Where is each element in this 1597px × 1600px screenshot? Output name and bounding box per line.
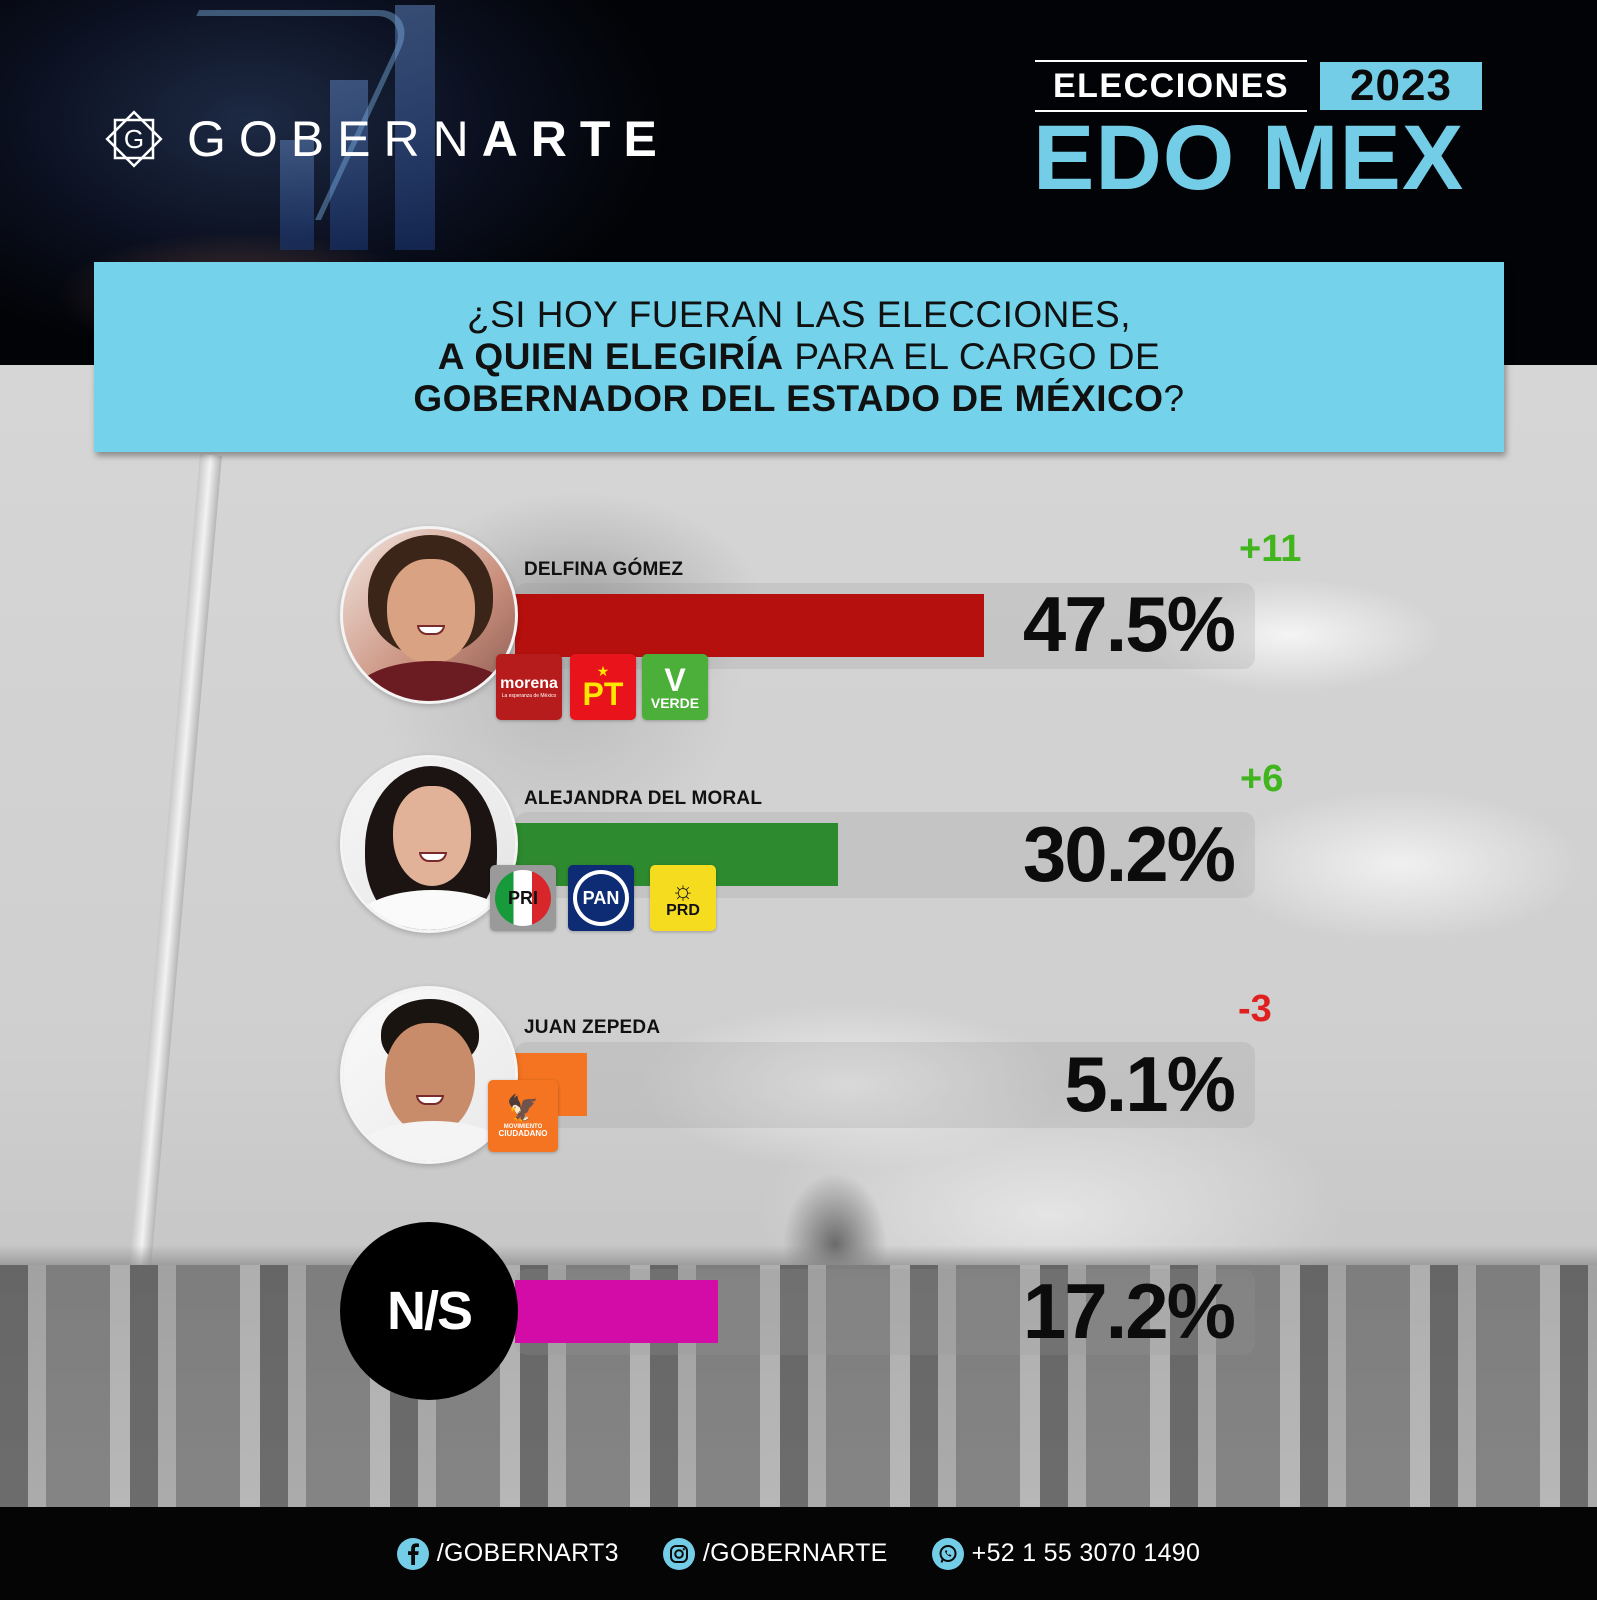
percentage-value: 47.5% bbox=[1022, 580, 1236, 668]
avatar-alejandra-del-moral bbox=[340, 755, 518, 933]
toucan-v-icon: V bbox=[664, 662, 686, 698]
question-line-2: A QUIEN ELEGIRÍA PARA EL CARGO DE bbox=[437, 336, 1161, 377]
question-line-3: GOBERNADOR DEL ESTADO DE MÉXICO? bbox=[413, 378, 1185, 419]
candidate-row: -3 JUAN ZEPEDA 5.1% 🦅 MOVIMIENTO CIUDADA… bbox=[0, 986, 1597, 1190]
whatsapp-link[interactable]: +52 1 55 3070 1490 bbox=[931, 1537, 1201, 1570]
party-logo-prd: ☼ PRD bbox=[650, 865, 716, 931]
gobernarte-logo-icon: G bbox=[103, 108, 165, 170]
whatsapp-number: +52 1 55 3070 1490 bbox=[971, 1539, 1201, 1567]
instagram-handle: /GOBERNARTE bbox=[702, 1539, 888, 1567]
sun-icon: ☼ bbox=[671, 875, 695, 905]
party-logo-pt: ★ PT bbox=[570, 654, 636, 720]
candidate-name: JUAN ZEPEDA bbox=[524, 1017, 661, 1038]
party-logo-verde: V VERDE bbox=[642, 654, 708, 720]
bar-track bbox=[515, 1042, 1255, 1128]
bar-delfina-gomez bbox=[515, 594, 984, 657]
brand-name: GOBERNARTE bbox=[187, 111, 670, 167]
instagram-link[interactable]: /GOBERNARTE bbox=[662, 1537, 888, 1570]
facebook-link[interactable]: /GOBERNART3 bbox=[396, 1537, 619, 1570]
region-title: EDO MEX bbox=[1033, 107, 1465, 209]
candidate-row: +6 ALEJANDRA DEL MORAL 30.2% PRI PAN ☼ P… bbox=[0, 755, 1597, 960]
candidate-row: +11 DELFINA GÓMEZ 47.5% morena La espera… bbox=[0, 526, 1597, 730]
change-badge: +11 bbox=[1239, 528, 1302, 570]
year-badge: 2023 bbox=[1320, 62, 1482, 110]
avatar-juan-zepeda bbox=[340, 986, 518, 1164]
footer: /GOBERNART3 /GOBERNARTE +52 1 55 3070 14… bbox=[0, 1507, 1597, 1600]
header-chart-image bbox=[180, 0, 480, 250]
facebook-icon bbox=[396, 1537, 429, 1570]
party-logo-pan: PAN bbox=[568, 865, 634, 931]
header: G GOBERNARTE ELECCIONES 2023 EDO MEX bbox=[0, 0, 1597, 365]
elecciones-label: ELECCIONES bbox=[1052, 66, 1290, 105]
candidate-name: DELFINA GÓMEZ bbox=[524, 559, 684, 580]
change-badge: -3 bbox=[1238, 988, 1272, 1030]
star-icon: ★ bbox=[596, 663, 610, 679]
election-title: ELECCIONES 2023 EDO MEX bbox=[1033, 60, 1495, 204]
party-logo-movimiento-ciudadano: 🦅 MOVIMIENTO CIUDADANO bbox=[488, 1080, 558, 1152]
bar-no-sabe bbox=[515, 1280, 718, 1343]
whatsapp-icon bbox=[931, 1537, 964, 1570]
chart-area bbox=[0, 365, 1597, 1507]
instagram-icon bbox=[662, 1537, 695, 1570]
brand-logo: G GOBERNARTE bbox=[103, 108, 670, 170]
candidate-row: 17.2% N/S bbox=[0, 1222, 1597, 1422]
percentage-value: 30.2% bbox=[1022, 810, 1236, 898]
percentage-value: 17.2% bbox=[1022, 1267, 1236, 1355]
percentage-value: 5.1% bbox=[1064, 1040, 1236, 1128]
candidate-name: ALEJANDRA DEL MORAL bbox=[524, 788, 763, 809]
svg-text:G: G bbox=[124, 124, 144, 154]
party-logo-morena: morena La esperanza de México bbox=[496, 654, 562, 720]
question-line-1: ¿SI HOY FUERAN LAS ELECCIONES, bbox=[466, 294, 1132, 335]
party-logo-pri: PRI bbox=[490, 865, 556, 931]
eagle-icon: 🦅 bbox=[506, 1092, 540, 1123]
palace-building-background bbox=[0, 1265, 1597, 1507]
facebook-handle: /GOBERNART3 bbox=[436, 1539, 619, 1567]
change-badge: +6 bbox=[1240, 758, 1284, 800]
avatar-delfina-gomez bbox=[340, 526, 518, 704]
question-banner: ¿SI HOY FUERAN LAS ELECCIONES, A QUIEN E… bbox=[94, 262, 1504, 452]
no-sabe-badge: N/S bbox=[340, 1222, 518, 1400]
